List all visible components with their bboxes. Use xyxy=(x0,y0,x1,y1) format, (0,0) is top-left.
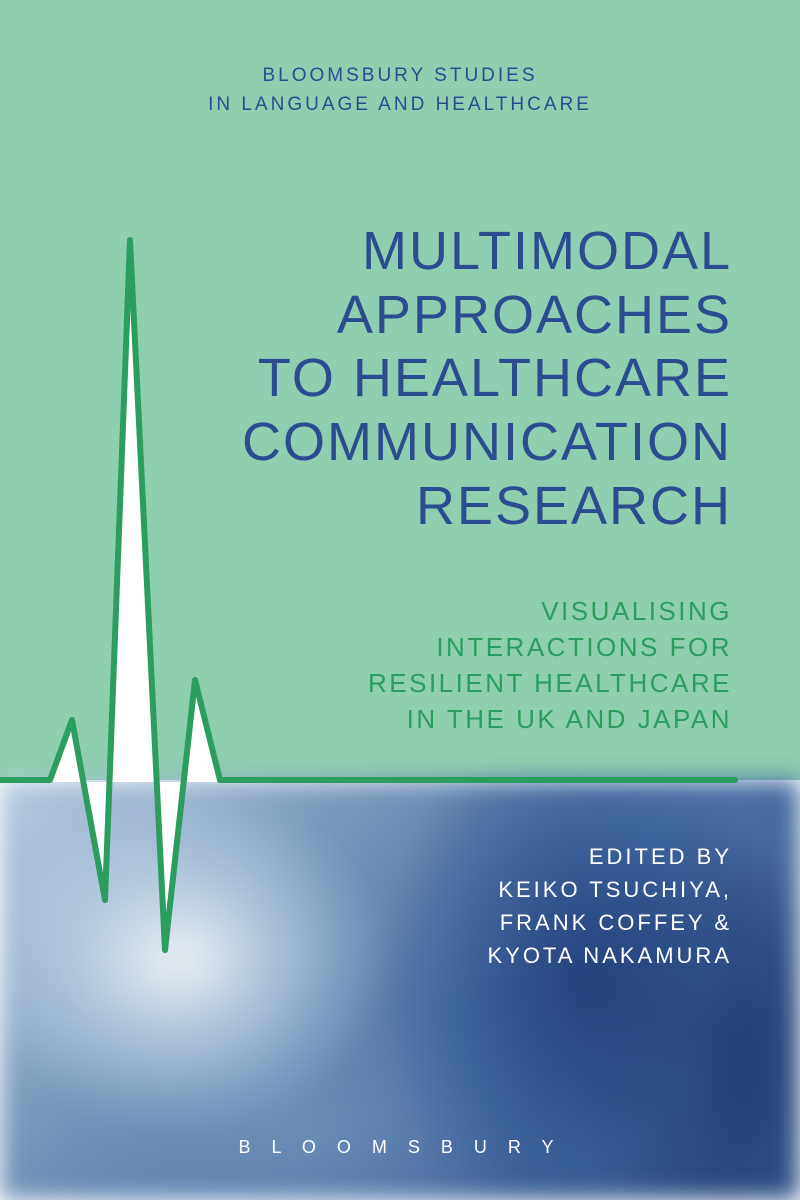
title-line2: APPROACHES xyxy=(242,284,732,348)
title-line3: TO HEALTHCARE xyxy=(242,347,732,411)
subtitle-line4: IN THE UK AND JAPAN xyxy=(368,702,732,738)
book-cover: BLOOMSBURY STUDIES IN LANGUAGE AND HEALT… xyxy=(0,0,800,1200)
series-name: BLOOMSBURY STUDIES IN LANGUAGE AND HEALT… xyxy=(0,62,800,119)
editors-block: EDITED BY KEIKO TSUCHIYA, FRANK COFFEY &… xyxy=(487,840,732,972)
title-line5: RESEARCH xyxy=(242,475,732,539)
subtitle-line3: RESILIENT HEALTHCARE xyxy=(368,666,732,702)
series-line2: IN LANGUAGE AND HEALTHCARE xyxy=(0,91,800,120)
editors-label: EDITED BY xyxy=(487,840,732,873)
subtitle-line1: VISUALISING xyxy=(368,594,732,630)
series-line1: BLOOMSBURY STUDIES xyxy=(0,62,800,91)
editor-name3: KYOTA NAKAMURA xyxy=(487,939,732,972)
subtitle: VISUALISING INTERACTIONS FOR RESILIENT H… xyxy=(368,594,732,738)
title-line4: COMMUNICATION xyxy=(242,411,732,475)
title-line1: MULTIMODAL xyxy=(242,220,732,284)
editor-name1: KEIKO TSUCHIYA, xyxy=(487,873,732,906)
publisher-logo: B L O O M S B U R Y xyxy=(0,1137,800,1158)
main-title: MULTIMODAL APPROACHES TO HEALTHCARE COMM… xyxy=(242,220,732,539)
subtitle-line2: INTERACTIONS FOR xyxy=(368,630,732,666)
editor-name2: FRANK COFFEY & xyxy=(487,906,732,939)
